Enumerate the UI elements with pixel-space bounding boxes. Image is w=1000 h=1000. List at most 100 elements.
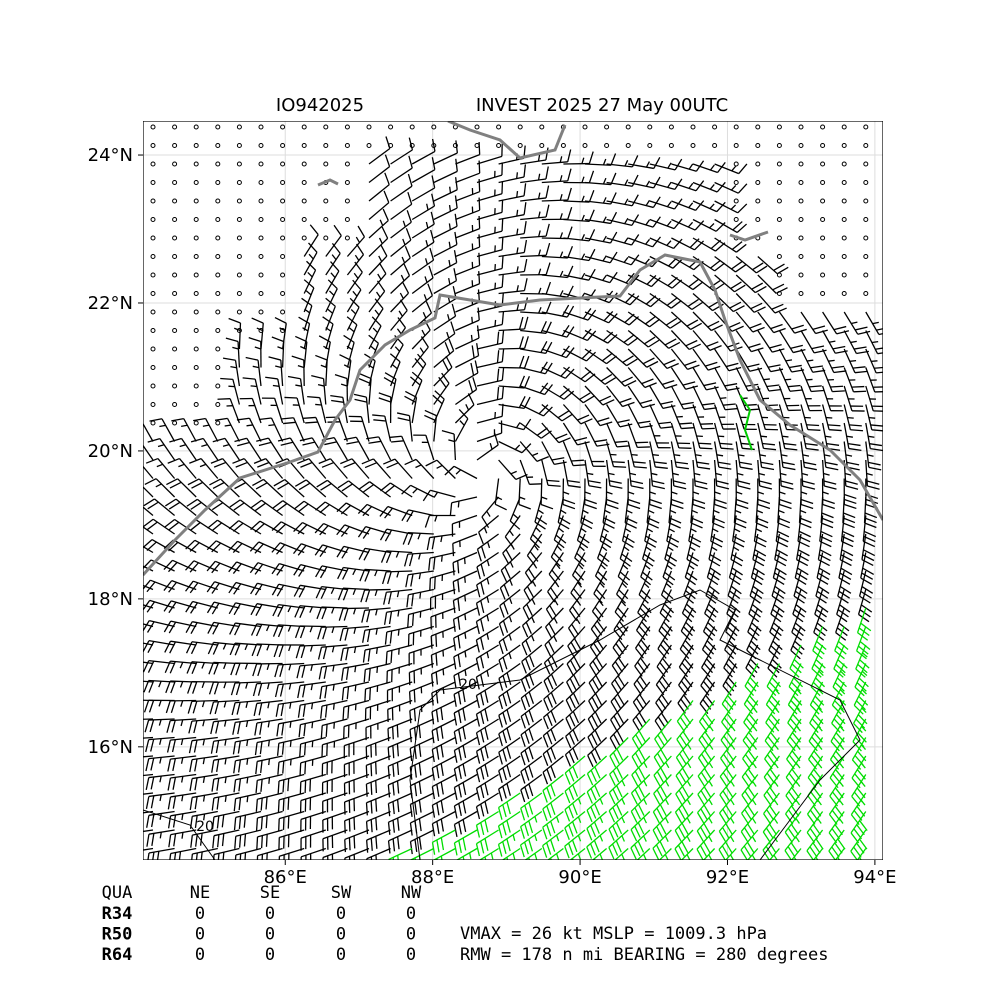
- barb-tick: [862, 567, 875, 576]
- wind-barb: [476, 432, 499, 461]
- wind-barb: [543, 681, 564, 711]
- barb-tick: [502, 657, 508, 670]
- barb-tick: [652, 236, 662, 248]
- wind-barb: [143, 526, 154, 535]
- wind-barb: [509, 496, 521, 530]
- barb-tick: [648, 509, 655, 514]
- wind-barb: [311, 375, 327, 405]
- barb-tick: [297, 503, 309, 513]
- wind-barb: [386, 662, 413, 684]
- barb-tick: [819, 549, 832, 557]
- barb-tick: [250, 623, 258, 636]
- barb-tick: [652, 485, 665, 490]
- barb-tick: [688, 202, 694, 209]
- barb-tick: [654, 738, 662, 751]
- wind-barb: [608, 774, 629, 805]
- barb-tick: [720, 757, 729, 770]
- wind-barb: [386, 681, 413, 703]
- barb-tick: [448, 223, 451, 230]
- calm-marker: [776, 143, 782, 148]
- wind-barb: [631, 737, 651, 768]
- barb-staff: [476, 432, 502, 443]
- barb-tick: [787, 704, 798, 715]
- barb-tick: [343, 608, 349, 621]
- wind-barb: [318, 662, 348, 680]
- barb-tick: [430, 229, 435, 243]
- barb-staff: [563, 255, 590, 262]
- barb-tick: [293, 522, 303, 533]
- barb-tick: [268, 777, 271, 784]
- wind-barb: [185, 621, 218, 634]
- calm-marker: [863, 272, 869, 278]
- barb-tick: [387, 803, 391, 817]
- calm-marker: [172, 328, 178, 333]
- barb-tick: [763, 795, 772, 807]
- barb-staff: [368, 220, 389, 239]
- wind-barb: [565, 700, 586, 730]
- barb-tick: [700, 790, 709, 802]
- barb-tick: [190, 501, 202, 510]
- barb-tick: [442, 359, 450, 372]
- barb-tick: [478, 197, 481, 211]
- wind-barb: [433, 140, 458, 165]
- barb-staff: [143, 444, 154, 461]
- barb-tick: [523, 418, 532, 431]
- barb-tick: [660, 730, 669, 743]
- wind-barb: [303, 416, 327, 442]
- barb-staff: [632, 700, 651, 721]
- barb-tick: [553, 635, 558, 642]
- barb-tick: [714, 491, 721, 495]
- barb-staff: [346, 254, 365, 276]
- barb-tick: [418, 781, 422, 795]
- barb-tick: [674, 178, 683, 190]
- barb-tick: [296, 665, 301, 679]
- barb-tick: [546, 768, 552, 782]
- barb-tick: [612, 461, 625, 464]
- barb-staff: [476, 230, 503, 239]
- barb-tick: [698, 739, 707, 751]
- wind-barb: [777, 496, 791, 529]
- barb-tick: [509, 561, 514, 568]
- barb-tick: [526, 603, 533, 616]
- barb-tick: [731, 165, 737, 172]
- barb-tick: [595, 656, 604, 669]
- barb-tick: [794, 328, 807, 334]
- barb-tick: [435, 671, 439, 685]
- barb-tick: [389, 630, 393, 644]
- barb-tick: [298, 482, 311, 491]
- barb-tick: [134, 484, 140, 487]
- wind-barb: [433, 303, 457, 332]
- barb-staff: [303, 323, 311, 350]
- wind-barb: [499, 588, 521, 618]
- barb-tick: [755, 528, 763, 533]
- barb-staff: [606, 218, 633, 226]
- barb-tick: [773, 577, 785, 586]
- calm-marker: [733, 161, 739, 167]
- wind-barb: [166, 718, 197, 733]
- barb-staff: [143, 486, 154, 498]
- wind-barb: [433, 250, 458, 276]
- barb-tick: [714, 503, 727, 510]
- barb-tick: [339, 354, 352, 361]
- barb-tick: [837, 640, 849, 650]
- barb-tick: [524, 786, 530, 800]
- barb-tick: [862, 652, 868, 658]
- barb-tick: [475, 658, 480, 672]
- barb-tick: [814, 613, 826, 623]
- barb-tick: [818, 567, 831, 576]
- wind-barb: [188, 718, 218, 734]
- barb-tick: [818, 554, 831, 562]
- barb-staff: [324, 501, 348, 517]
- calm-marker: [820, 180, 826, 185]
- barb-tick: [577, 414, 590, 421]
- barb-tick: [214, 417, 228, 421]
- barb-staff: [409, 718, 435, 731]
- barb-staff: [346, 342, 355, 368]
- wind-barb: [744, 663, 759, 696]
- barb-tick: [737, 203, 748, 214]
- barb-tick: [232, 522, 244, 532]
- calm-marker: [172, 254, 178, 259]
- barb-tick: [568, 484, 581, 488]
- barb-staff: [649, 181, 676, 191]
- barb-tick: [875, 347, 883, 350]
